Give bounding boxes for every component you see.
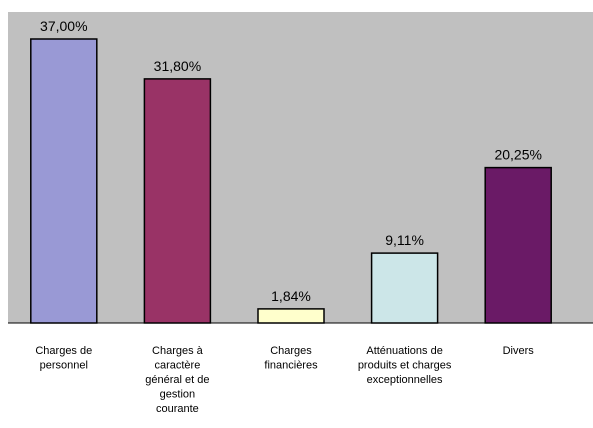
bar [143, 78, 212, 324]
category-label: Divers [503, 345, 535, 357]
category-label: Atténuations de produits et charges except… [358, 345, 452, 386]
bar [484, 166, 552, 324]
value-labels: 37,00% 31,80% 1,84% 9,11% 20,25% [40, 18, 542, 304]
bar [257, 308, 325, 324]
value-label: 9,11% [385, 232, 424, 248]
bars [30, 38, 552, 324]
bar [30, 38, 98, 324]
category-labels: Charges de personnel Charges à caractère gén… [35, 345, 534, 415]
value-label: 20,25% [494, 147, 541, 163]
category-label: Charges à caractère général et de gestion co… [145, 345, 209, 415]
category-label: Charges de personnel [35, 345, 92, 372]
bar [370, 252, 439, 324]
value-label: 31,80% [154, 58, 201, 74]
category-label: Charges financières [264, 345, 318, 372]
value-label: 37,00% [40, 18, 87, 34]
value-label: 1,84% [271, 288, 311, 304]
